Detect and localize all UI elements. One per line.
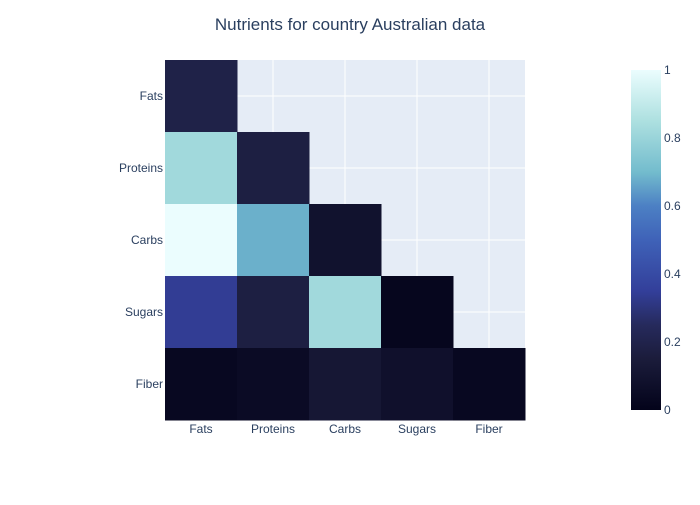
heatmap-cell[interactable] xyxy=(165,60,238,133)
heatmap-cell[interactable] xyxy=(309,204,382,277)
x-tick-label: Proteins xyxy=(251,422,295,436)
colorbar-tick-label: 0.2 xyxy=(664,335,681,349)
x-tick-label: Fiber xyxy=(475,422,502,436)
colorbar-tick-label: 1 xyxy=(664,63,671,77)
colorbar-tick-label: 0.4 xyxy=(664,267,681,281)
heatmap-cell[interactable] xyxy=(381,276,454,349)
heatmap-cell[interactable] xyxy=(237,276,310,349)
heatmap-cell[interactable] xyxy=(453,348,526,421)
colorbar-tick-label: 0 xyxy=(664,403,671,417)
chart-title: Nutrients for country Australian data xyxy=(215,15,486,34)
y-tick-label: Fiber xyxy=(136,377,163,391)
y-tick-label: Proteins xyxy=(119,161,163,175)
colorbar-tick-label: 0.6 xyxy=(664,199,681,213)
heatmap-cell[interactable] xyxy=(165,276,238,349)
heatmap-cell[interactable] xyxy=(237,348,310,421)
x-tick-label: Fats xyxy=(189,422,212,436)
colorbar-tick-label: 0.8 xyxy=(664,131,681,145)
y-tick-label: Carbs xyxy=(131,233,163,247)
x-tick-label: Sugars xyxy=(398,422,436,436)
heatmap-cell[interactable] xyxy=(165,348,238,421)
heatmap-cell[interactable] xyxy=(165,204,238,277)
x-tick-label: Carbs xyxy=(329,422,361,436)
y-tick-label: Sugars xyxy=(125,305,163,319)
y-tick-label: Fats xyxy=(140,89,163,103)
heatmap-cell[interactable] xyxy=(237,132,310,205)
heatmap-cell[interactable] xyxy=(309,276,382,349)
colorbar xyxy=(631,70,661,410)
heatmap-cell[interactable] xyxy=(237,204,310,277)
heatmap-cell[interactable] xyxy=(165,132,238,205)
heatmap-cell[interactable] xyxy=(381,348,454,421)
heatmap-cell[interactable] xyxy=(309,348,382,421)
